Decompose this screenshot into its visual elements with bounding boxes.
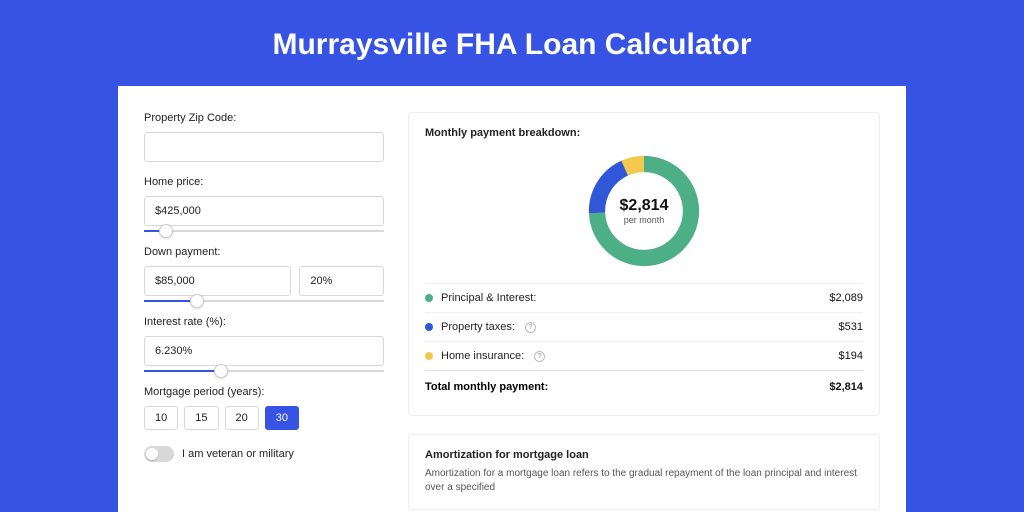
period-btn-30[interactable]: 30 bbox=[265, 406, 299, 430]
price-slider[interactable] bbox=[144, 230, 384, 232]
period-btn-15[interactable]: 15 bbox=[184, 406, 218, 430]
down-pct-input[interactable] bbox=[299, 266, 384, 296]
result-column: Monthly payment breakdown: $2,814 per mo… bbox=[408, 112, 880, 512]
zip-field-group: Property Zip Code: bbox=[144, 112, 384, 162]
veteran-toggle[interactable] bbox=[144, 446, 174, 462]
price-slider-thumb[interactable] bbox=[159, 224, 173, 238]
info-icon[interactable]: ? bbox=[534, 351, 545, 362]
donut-amount: $2,814 bbox=[620, 197, 669, 215]
rate-slider-thumb[interactable] bbox=[214, 364, 228, 378]
legend-label-total: Total monthly payment: bbox=[425, 381, 548, 393]
down-amount-input[interactable] bbox=[144, 266, 291, 296]
price-label: Home price: bbox=[144, 176, 384, 188]
amortization-panel: Amortization for mortgage loan Amortizat… bbox=[408, 434, 880, 510]
rate-label: Interest rate (%): bbox=[144, 316, 384, 328]
zip-label: Property Zip Code: bbox=[144, 112, 384, 124]
period-btn-20[interactable]: 20 bbox=[225, 406, 259, 430]
price-field-group: Home price: bbox=[144, 176, 384, 232]
legend-label-tax: Property taxes: bbox=[441, 321, 515, 333]
donut-wrap: $2,814 per month bbox=[425, 145, 863, 283]
veteran-row: I am veteran or military bbox=[144, 446, 384, 462]
payment-donut-chart: $2,814 per month bbox=[582, 149, 706, 273]
legend-dot-tax bbox=[425, 323, 433, 331]
rate-field-group: Interest rate (%): bbox=[144, 316, 384, 372]
legend-value-pi: $2,089 bbox=[829, 292, 863, 304]
legend-row-tax: Property taxes: ? $531 bbox=[425, 312, 863, 341]
period-field-group: Mortgage period (years): 10 15 20 30 bbox=[144, 386, 384, 430]
legend-value-tax: $531 bbox=[839, 321, 863, 333]
legend-label-pi: Principal & Interest: bbox=[441, 292, 536, 304]
calculator-card: Property Zip Code: Home price: Down paym… bbox=[118, 86, 906, 512]
info-icon[interactable]: ? bbox=[525, 322, 536, 333]
legend-row-total: Total monthly payment: $2,814 bbox=[425, 370, 863, 401]
page-title: Murraysville FHA Loan Calculator bbox=[0, 0, 1024, 86]
rate-slider-fill bbox=[144, 370, 221, 372]
breakdown-panel: Monthly payment breakdown: $2,814 per mo… bbox=[408, 112, 880, 416]
price-input[interactable] bbox=[144, 196, 384, 226]
legend-row-ins: Home insurance: ? $194 bbox=[425, 341, 863, 370]
donut-sub: per month bbox=[624, 215, 665, 225]
zip-input[interactable] bbox=[144, 132, 384, 162]
rate-slider[interactable] bbox=[144, 370, 384, 372]
down-field-group: Down payment: bbox=[144, 246, 384, 302]
donut-center: $2,814 per month bbox=[582, 149, 706, 273]
veteran-label: I am veteran or military bbox=[182, 448, 294, 460]
period-options: 10 15 20 30 bbox=[144, 406, 384, 430]
legend-value-total: $2,814 bbox=[829, 381, 863, 393]
period-label: Mortgage period (years): bbox=[144, 386, 384, 398]
down-slider[interactable] bbox=[144, 300, 384, 302]
form-column: Property Zip Code: Home price: Down paym… bbox=[144, 112, 384, 512]
period-btn-10[interactable]: 10 bbox=[144, 406, 178, 430]
veteran-toggle-knob bbox=[146, 448, 158, 460]
breakdown-title: Monthly payment breakdown: bbox=[425, 127, 863, 139]
legend-label-ins: Home insurance: bbox=[441, 350, 524, 362]
legend-dot-pi bbox=[425, 294, 433, 302]
down-label: Down payment: bbox=[144, 246, 384, 258]
rate-input[interactable] bbox=[144, 336, 384, 366]
legend-dot-ins bbox=[425, 352, 433, 360]
down-slider-thumb[interactable] bbox=[190, 294, 204, 308]
legend-value-ins: $194 bbox=[839, 350, 863, 362]
amortization-title: Amortization for mortgage loan bbox=[425, 449, 863, 461]
amortization-text: Amortization for a mortgage loan refers … bbox=[425, 467, 863, 495]
legend-row-pi: Principal & Interest: $2,089 bbox=[425, 283, 863, 312]
